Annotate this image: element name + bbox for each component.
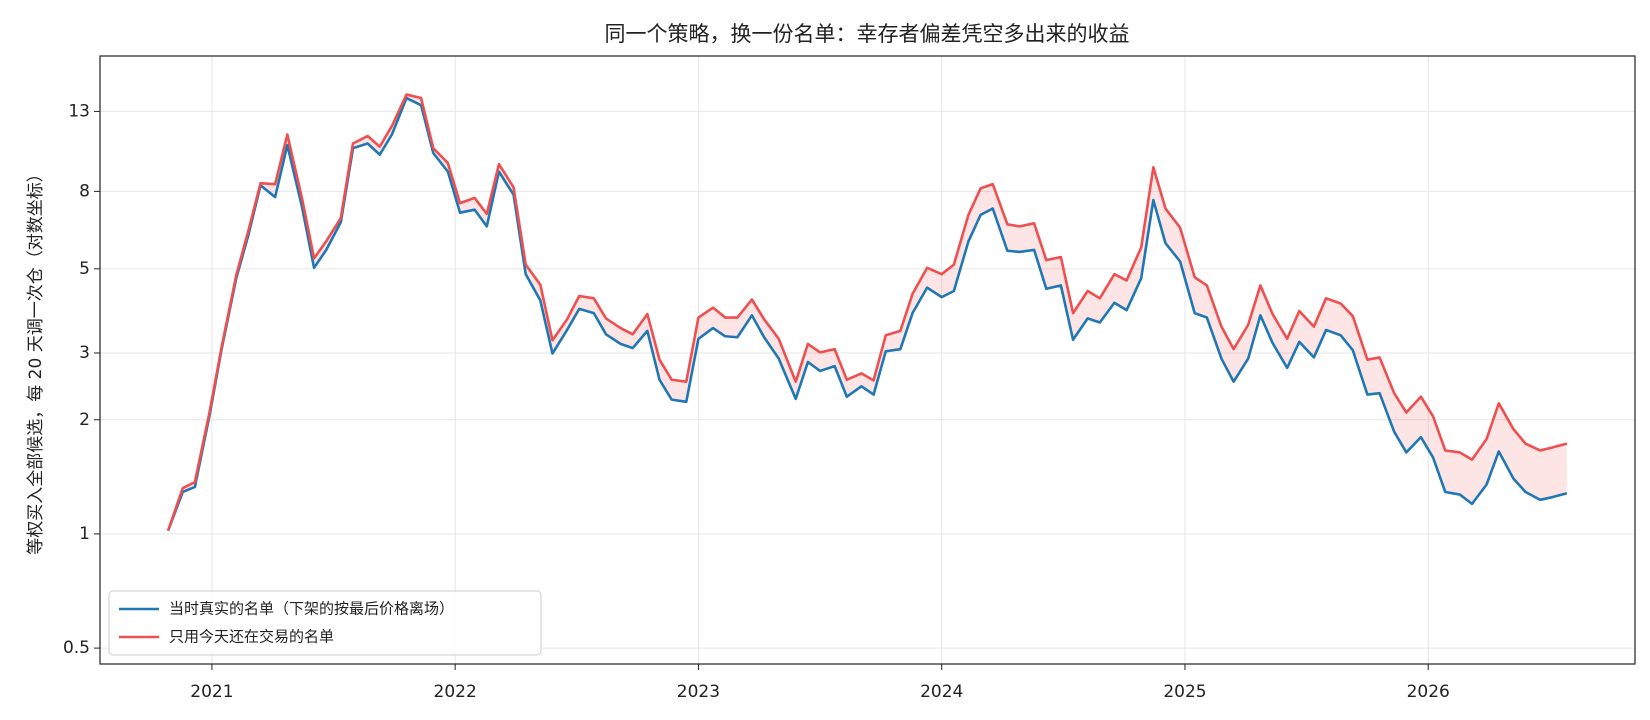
y-tick-label: 8 — [79, 181, 90, 201]
y-tick-label: 5 — [79, 259, 90, 279]
x-tick-label: 2025 — [1163, 682, 1206, 702]
series-line — [166, 96, 1568, 532]
y-tick-label: 0.5 — [63, 638, 90, 658]
plot-frame — [99, 55, 1636, 665]
legend-box — [108, 590, 542, 656]
y-tick-label: 13 — [68, 101, 90, 121]
gap-fill — [168, 94, 1567, 531]
legend-label: 只用今天还在交易的名单 — [169, 628, 334, 646]
x-tick-label: 2022 — [434, 682, 477, 702]
x-tick-label: 2024 — [920, 682, 963, 702]
y-tick-label: 3 — [79, 343, 90, 363]
y-axis-label: 等权买入全部候选，每 20 天调一次仓（对数坐标） — [26, 165, 46, 554]
legend-label: 当时真实的名单（下架的按最后价格离场） — [169, 600, 454, 618]
series-line — [166, 93, 1568, 532]
y-tick-label: 2 — [79, 410, 90, 430]
y-tick-label: 1 — [79, 524, 90, 544]
x-tick-label: 2023 — [677, 682, 720, 702]
chart-title: 同一个策略，换一份名单：幸存者偏差凭空多出来的收益 — [605, 22, 1130, 46]
x-tick-label: 2021 — [190, 682, 233, 702]
x-tick-label: 2026 — [1407, 682, 1450, 702]
legend: 当时真实的名单（下架的按最后价格离场） 只用今天还在交易的名单 — [108, 590, 542, 656]
